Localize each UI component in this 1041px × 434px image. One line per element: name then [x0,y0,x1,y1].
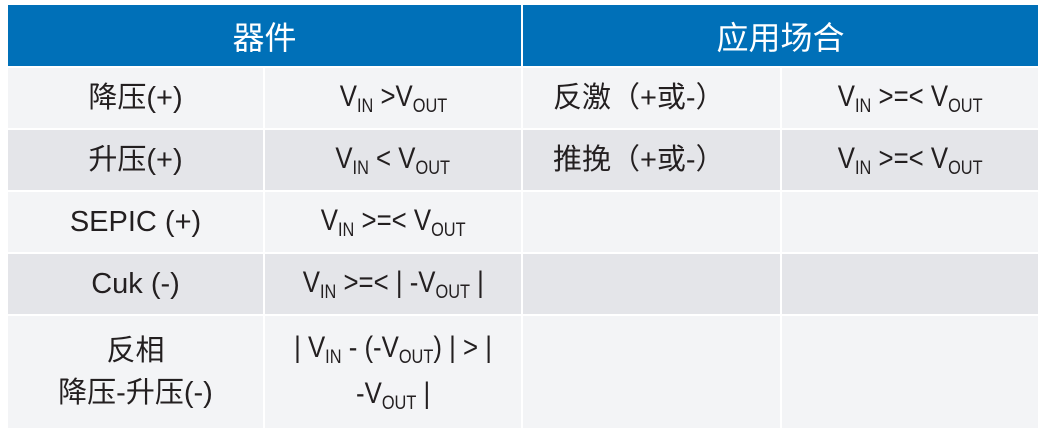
subscript: OUT [947,96,983,118]
formula-text: >=< V [871,80,948,114]
application-condition-cell: VIN >=< VOUT [782,130,1038,190]
formula-line: -VOUT | [356,372,430,418]
formula-text: V [302,266,320,300]
formula-text: | V [294,331,326,365]
application-condition-cell [782,316,1038,428]
formula-line: | VIN - (-VOUT) | > | [294,326,492,372]
subscript: OUT [430,220,466,242]
formula-text: >=< V [354,204,431,238]
application-cell: 反激（+或-） [523,68,780,128]
condition-cell: VIN >=< VOUT [265,192,521,252]
device-name: 降压-升压(-) [58,377,213,409]
subscript: IN [854,158,872,180]
formula-text: V [837,142,855,176]
device-cell: 反相降压-升压(-) [8,316,263,428]
condition-cell: VIN >VOUT [265,68,521,128]
application-cell [523,254,780,314]
formula-line: VIN >=< VOUT [838,137,983,183]
comparison-table: 器件 应用场合 降压(+) VIN >VOUT 反激（+或-） VIN >=< VOU… [8,5,1038,428]
subscript: IN [325,347,342,369]
device-name: 升压(+) [88,143,183,176]
condition-cell: | VIN - (-VOUT) | > | -VOUT | [265,316,521,428]
condition-cell: VIN >=< | -VOUT | [265,254,521,314]
formula-line: VIN >=< VOUT [321,199,466,245]
formula-text: V [339,80,357,114]
device-cell: 降压(+) [8,68,263,128]
application-condition-cell [782,254,1038,314]
device-name: 降压(+) [88,81,183,114]
device-name: Cuk (-) [91,267,180,300]
formula-line: VIN >=< VOUT [838,75,983,121]
subscript: IN [356,96,373,118]
subscript: IN [319,282,336,304]
subscript: OUT [435,282,470,304]
subscript: OUT [398,347,434,369]
device-cell: 升压(+) [8,130,263,190]
subscript: OUT [947,158,983,180]
formula-line: VIN >VOUT [339,75,447,121]
formula-line: VIN < VOUT [336,137,451,183]
formula-text: -V [355,377,382,410]
application-name: 反激（+或-） [553,81,725,114]
device-name: 反相 [106,334,165,367]
subscript: IN [337,220,355,242]
formula-text: V [335,142,353,176]
formula-text: | [416,377,431,410]
subscript: OUT [415,158,451,180]
device-cell: Cuk (-) [8,254,263,314]
device-name: SEPIC (+) [69,205,202,238]
application-condition-cell: VIN >=< VOUT [782,68,1038,128]
formula-text: V [837,80,855,114]
application-cell [523,192,780,252]
formula-text: V [320,204,338,238]
formula-text: >V [372,80,413,114]
subscript: IN [352,158,370,180]
device-cell: SEPIC (+) [8,192,263,252]
formula-text: >=< V [871,142,948,176]
header-application: 应用场合 [523,5,1038,66]
formula-text: >=< | -V [335,266,436,300]
application-cell: 推挽（+或-） [523,130,780,190]
application-condition-cell [782,192,1038,252]
formula-text: - (-V [341,331,399,365]
application-cell [523,316,780,428]
application-name: 推挽（+或-） [553,143,725,176]
subscript: IN [854,96,872,118]
formula-line: VIN >=< | -VOUT | [302,261,483,307]
subscript: OUT [381,393,417,414]
condition-cell: VIN < VOUT [265,130,521,190]
header-device: 器件 [8,5,521,66]
subscript: OUT [412,96,447,118]
formula-text: | [469,266,484,300]
formula-text: < V [369,142,416,176]
formula-text: ) | > | [433,331,492,365]
